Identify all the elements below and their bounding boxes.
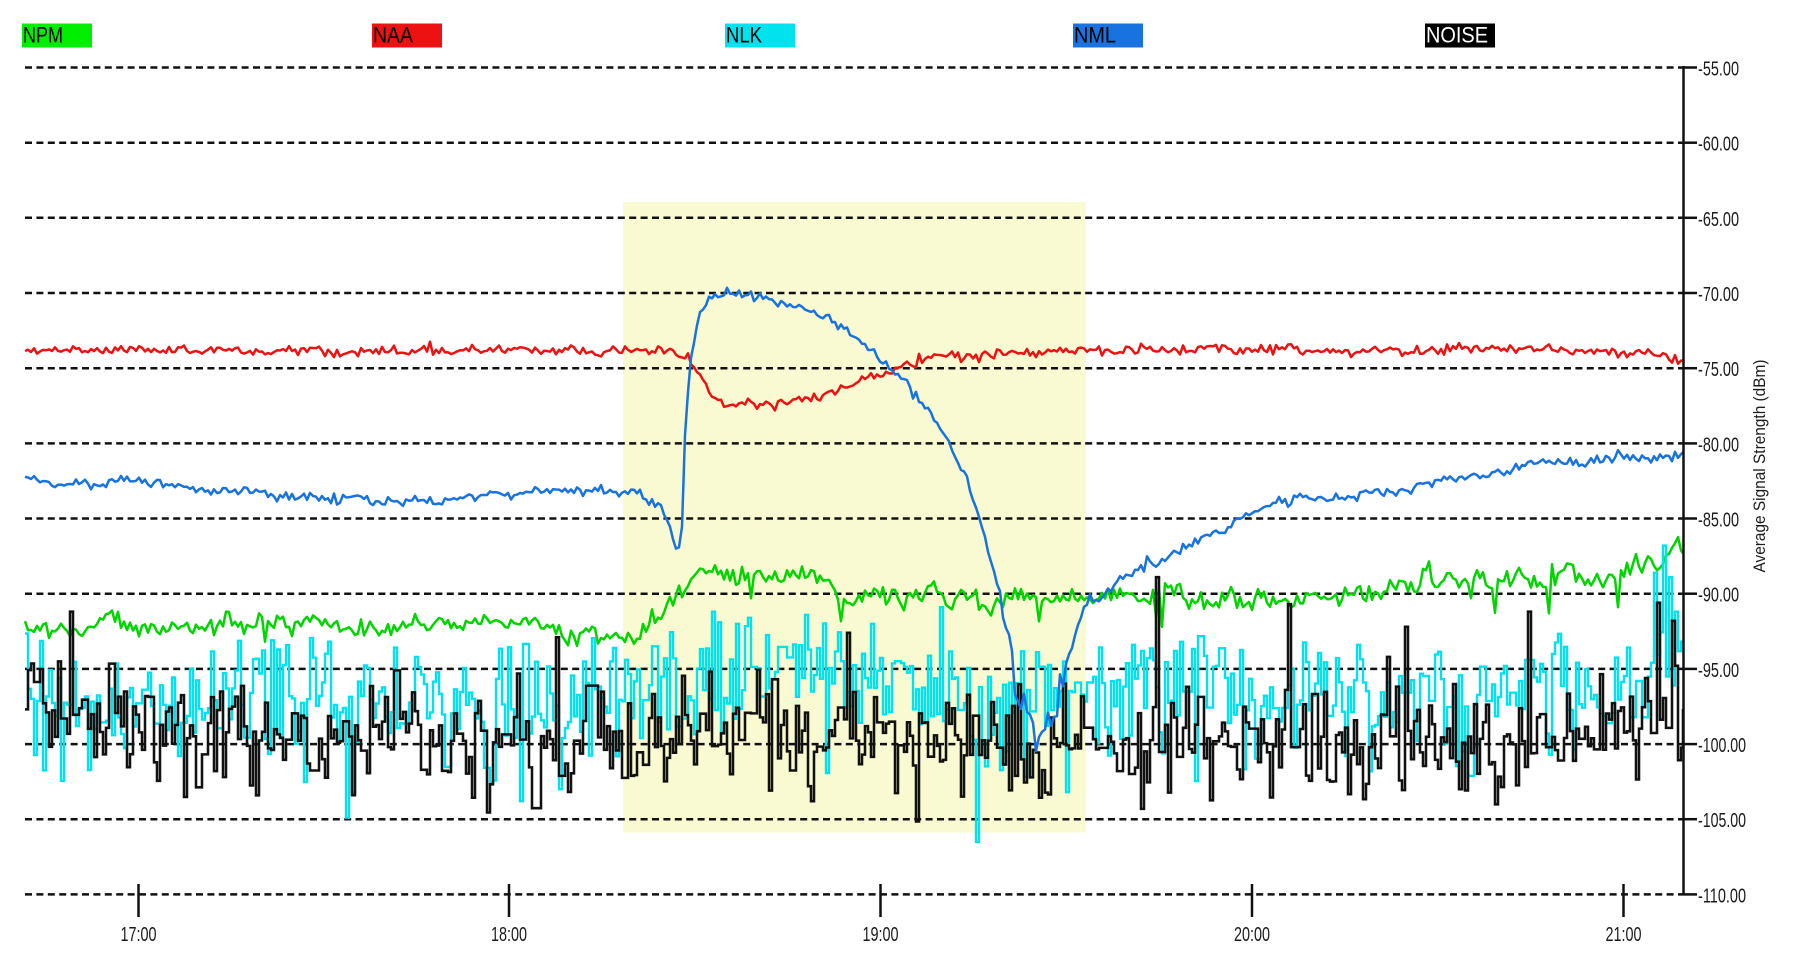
svg-text:19:00: 19:00	[863, 924, 899, 946]
svg-text:-95.00: -95.00	[1698, 659, 1739, 682]
svg-text:-85.00: -85.00	[1698, 509, 1739, 532]
svg-text:-110.00: -110.00	[1698, 884, 1746, 907]
svg-text:-70.00: -70.00	[1698, 283, 1739, 306]
svg-text:17:00: 17:00	[121, 924, 157, 946]
svg-text:-105.00: -105.00	[1698, 809, 1746, 832]
svg-text:NML: NML	[1074, 23, 1116, 48]
svg-text:18:00: 18:00	[491, 924, 527, 946]
svg-text:20:00: 20:00	[1234, 924, 1270, 946]
svg-text:-55.00: -55.00	[1698, 58, 1739, 81]
svg-text:-60.00: -60.00	[1698, 133, 1739, 156]
svg-text:NPM: NPM	[23, 23, 63, 48]
svg-text:-65.00: -65.00	[1698, 208, 1739, 231]
svg-text:-90.00: -90.00	[1698, 584, 1739, 607]
svg-text:21:00: 21:00	[1606, 924, 1642, 946]
svg-text:-100.00: -100.00	[1698, 734, 1746, 757]
svg-text:-80.00: -80.00	[1698, 433, 1739, 456]
svg-text:NOISE: NOISE	[1426, 23, 1488, 48]
svg-text:Average Signal Strength (dBm): Average Signal Strength (dBm)	[1750, 360, 1769, 573]
svg-text:NAA: NAA	[373, 23, 413, 48]
svg-text:NLK: NLK	[726, 23, 762, 48]
svg-text:-75.00: -75.00	[1698, 358, 1739, 381]
